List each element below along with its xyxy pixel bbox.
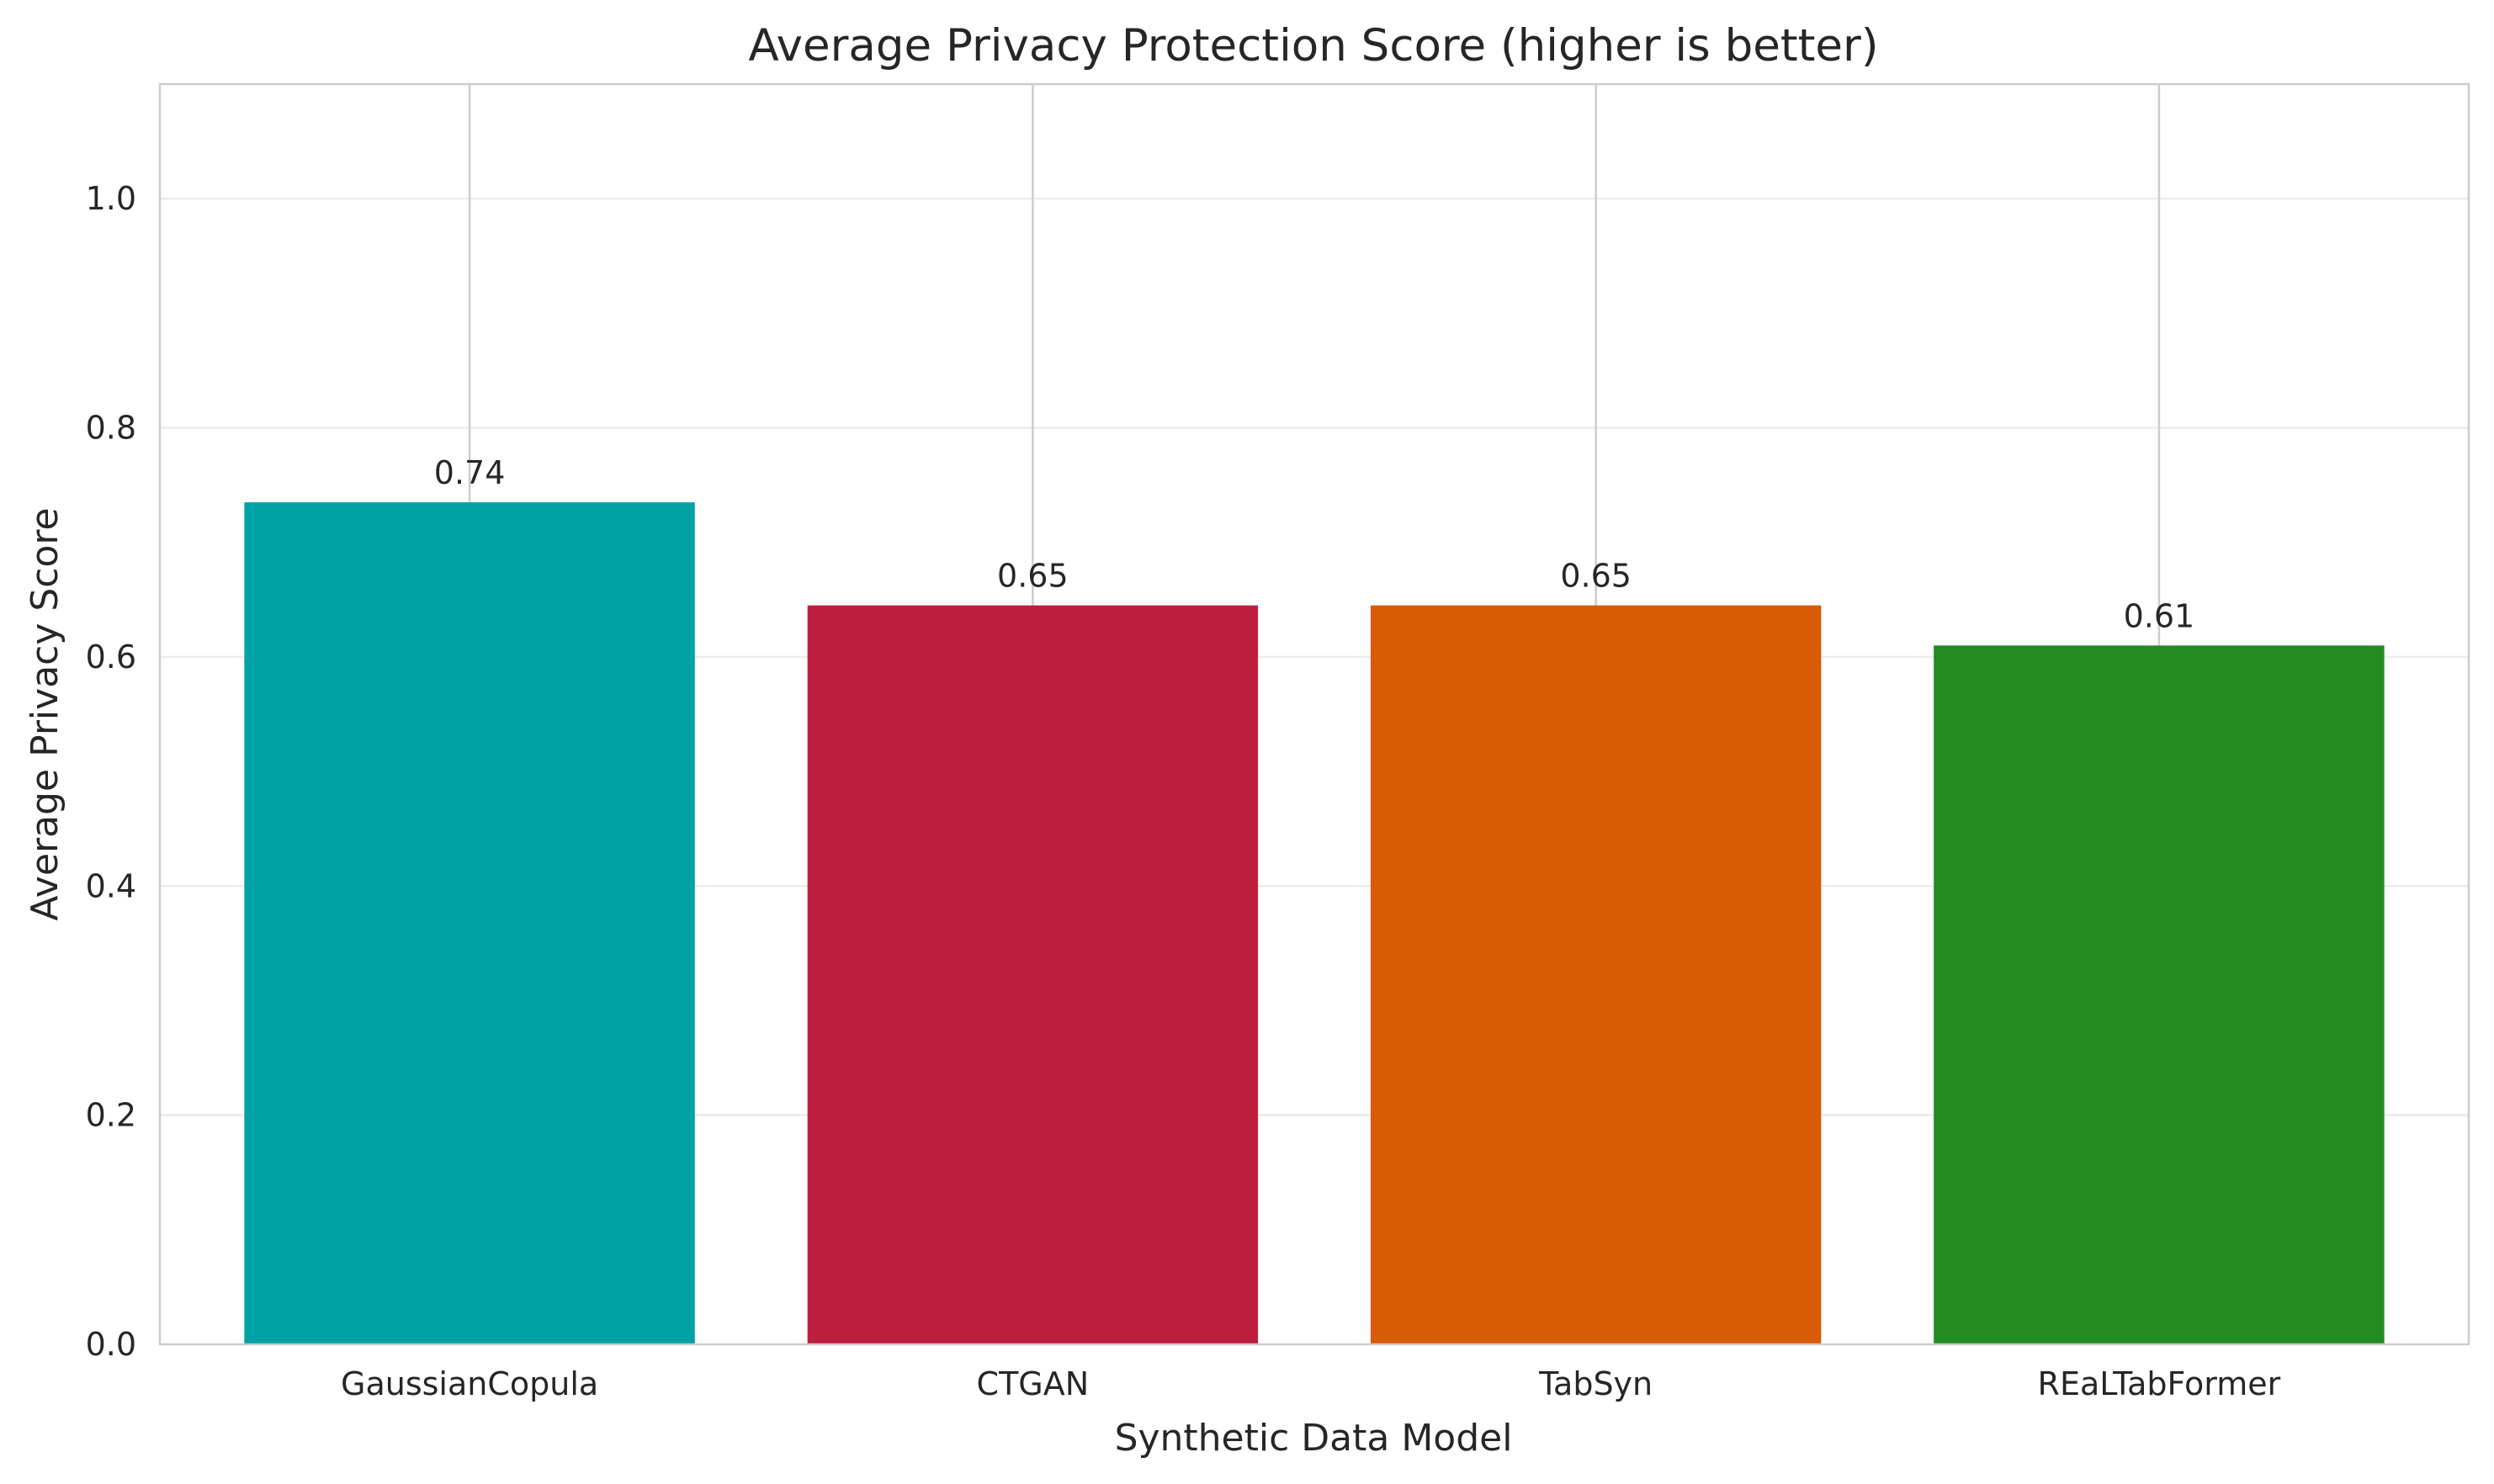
x-axis-label: Synthetic Data Model (1115, 1417, 1513, 1460)
x-tick-label: CTGAN (977, 1365, 1090, 1402)
y-tick-label: 0.8 (86, 410, 136, 447)
chart-title: Average Privacy Protection Score (higher… (748, 20, 1878, 72)
y-tick-label: 0.2 (86, 1097, 136, 1134)
bar-value-label: 0.65 (1560, 558, 1632, 595)
y-tick-label: 0.4 (86, 867, 136, 904)
y-axis-label: Average Privacy Score (24, 507, 66, 920)
bar-value-label: 0.74 (434, 454, 506, 491)
bar-value-label: 0.61 (2124, 597, 2195, 634)
bars (244, 502, 2385, 1344)
y-tick-label: 0.0 (86, 1326, 136, 1363)
x-tick-label: REaLTabFormer (2038, 1365, 2281, 1402)
bar (807, 605, 1259, 1344)
bar (244, 502, 695, 1344)
x-tick-label: TabSyn (1538, 1365, 1653, 1402)
bar (1370, 605, 1822, 1344)
bar (1934, 645, 2385, 1344)
data-labels: 0.74 0.65 0.65 0.61 (434, 454, 2194, 634)
x-tick-label: GaussianCopula (341, 1365, 598, 1402)
x-axis-ticks: GaussianCopula CTGAN TabSyn REaLTabFormer (341, 1365, 2281, 1402)
y-tick-label: 1.0 (86, 180, 136, 217)
y-tick-label: 0.6 (86, 639, 136, 676)
plot-frame (158, 82, 2470, 1346)
bar-value-label: 0.65 (997, 558, 1069, 595)
y-axis-ticks: 0.0 0.2 0.4 0.6 0.8 1.0 (86, 180, 136, 1363)
